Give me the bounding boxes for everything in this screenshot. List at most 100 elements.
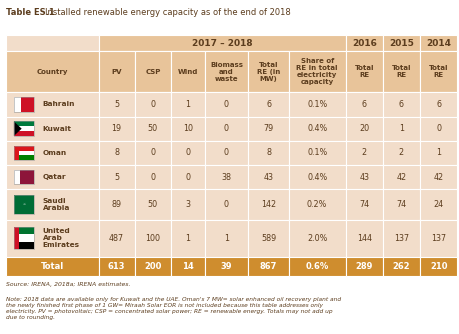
Text: 200: 200 bbox=[144, 262, 161, 271]
Bar bbox=[14, 131, 34, 136]
Text: 24: 24 bbox=[433, 200, 443, 209]
Text: 1: 1 bbox=[435, 148, 440, 157]
Text: 89: 89 bbox=[112, 200, 122, 209]
Text: 10: 10 bbox=[182, 124, 192, 133]
Bar bbox=[288, 189, 345, 220]
Bar bbox=[382, 117, 419, 141]
Text: 142: 142 bbox=[260, 200, 275, 209]
Text: 867: 867 bbox=[259, 262, 277, 271]
Bar bbox=[134, 141, 171, 165]
Text: 2.0%: 2.0% bbox=[306, 233, 327, 242]
Bar bbox=[6, 165, 98, 189]
Bar bbox=[419, 51, 456, 92]
Text: 43: 43 bbox=[263, 173, 273, 182]
Text: 42: 42 bbox=[433, 173, 443, 182]
Bar bbox=[6, 51, 98, 92]
Text: 38: 38 bbox=[221, 173, 231, 182]
Bar bbox=[382, 220, 419, 257]
Text: 487: 487 bbox=[109, 233, 124, 242]
Text: 0: 0 bbox=[185, 173, 190, 182]
Text: 0.4%: 0.4% bbox=[307, 173, 327, 182]
Bar bbox=[134, 220, 171, 257]
Bar bbox=[171, 220, 204, 257]
Bar bbox=[134, 189, 171, 220]
Text: 1: 1 bbox=[185, 100, 190, 109]
Text: 74: 74 bbox=[396, 200, 406, 209]
Text: 589: 589 bbox=[260, 233, 275, 242]
Text: 2014: 2014 bbox=[425, 39, 450, 48]
Text: 2015: 2015 bbox=[388, 39, 413, 48]
Bar bbox=[248, 189, 288, 220]
Bar bbox=[248, 51, 288, 92]
Bar bbox=[345, 141, 382, 165]
Bar bbox=[382, 92, 419, 117]
Text: 0.1%: 0.1% bbox=[307, 148, 327, 157]
Bar bbox=[14, 146, 19, 160]
Bar bbox=[98, 51, 134, 92]
Text: 0: 0 bbox=[185, 148, 190, 157]
Bar bbox=[6, 92, 98, 117]
Bar bbox=[98, 189, 134, 220]
Bar bbox=[419, 117, 456, 141]
Bar bbox=[345, 51, 382, 92]
Bar bbox=[419, 35, 456, 51]
Text: 19: 19 bbox=[112, 124, 122, 133]
Bar bbox=[14, 227, 34, 249]
Text: 0.2%: 0.2% bbox=[306, 200, 327, 209]
Bar bbox=[134, 117, 171, 141]
Bar bbox=[171, 51, 204, 92]
Text: 0: 0 bbox=[435, 124, 440, 133]
Text: 0: 0 bbox=[224, 200, 229, 209]
Bar bbox=[98, 92, 134, 117]
Text: 0: 0 bbox=[224, 148, 229, 157]
Bar bbox=[6, 220, 98, 257]
Bar bbox=[248, 257, 288, 276]
Text: CSP: CSP bbox=[145, 69, 160, 75]
Text: 20: 20 bbox=[358, 124, 369, 133]
Bar bbox=[14, 121, 34, 126]
Text: 613: 613 bbox=[108, 262, 125, 271]
Text: 1: 1 bbox=[224, 233, 229, 242]
Bar bbox=[345, 117, 382, 141]
Bar bbox=[204, 92, 248, 117]
Bar bbox=[6, 117, 98, 141]
Text: 0: 0 bbox=[224, 124, 229, 133]
Text: Installed renewable energy capacity as of the end of 2018: Installed renewable energy capacity as o… bbox=[45, 8, 290, 17]
Text: 2: 2 bbox=[398, 148, 403, 157]
Bar bbox=[6, 257, 98, 276]
Text: Share of
RE in total
electricity
capacity: Share of RE in total electricity capacit… bbox=[296, 58, 337, 86]
Text: United
Arab
Emirates: United Arab Emirates bbox=[43, 228, 79, 248]
Text: 262: 262 bbox=[392, 262, 409, 271]
Bar bbox=[6, 141, 98, 165]
Bar bbox=[204, 189, 248, 220]
Bar bbox=[382, 165, 419, 189]
Text: Oman: Oman bbox=[43, 150, 67, 156]
Bar bbox=[171, 257, 204, 276]
Bar bbox=[345, 220, 382, 257]
Bar bbox=[382, 189, 419, 220]
Bar bbox=[419, 257, 456, 276]
Text: 100: 100 bbox=[145, 233, 160, 242]
Bar bbox=[288, 92, 345, 117]
Bar bbox=[6, 189, 98, 220]
Text: 6: 6 bbox=[435, 100, 440, 109]
Text: 137: 137 bbox=[430, 233, 445, 242]
Text: Total
RE (in
MW): Total RE (in MW) bbox=[257, 62, 280, 82]
Bar bbox=[134, 257, 171, 276]
Text: 0: 0 bbox=[150, 148, 155, 157]
Bar bbox=[345, 189, 382, 220]
Bar bbox=[14, 242, 34, 249]
Text: Bahrain: Bahrain bbox=[43, 102, 75, 108]
Text: Qatar: Qatar bbox=[43, 174, 66, 180]
Bar bbox=[98, 141, 134, 165]
Text: 0: 0 bbox=[224, 100, 229, 109]
Bar bbox=[14, 195, 34, 213]
Bar bbox=[288, 117, 345, 141]
Bar bbox=[382, 257, 419, 276]
Bar bbox=[14, 146, 34, 160]
Bar bbox=[20, 170, 34, 184]
Text: 5: 5 bbox=[114, 173, 119, 182]
Bar bbox=[98, 257, 134, 276]
Text: 79: 79 bbox=[263, 124, 273, 133]
Text: Table ES.1: Table ES.1 bbox=[6, 8, 54, 17]
